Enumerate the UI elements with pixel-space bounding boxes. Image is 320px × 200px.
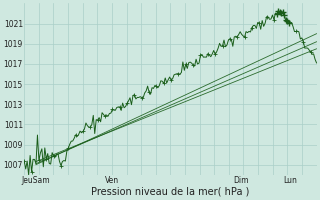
X-axis label: Pression niveau de la mer( hPa ): Pression niveau de la mer( hPa )	[91, 187, 250, 197]
